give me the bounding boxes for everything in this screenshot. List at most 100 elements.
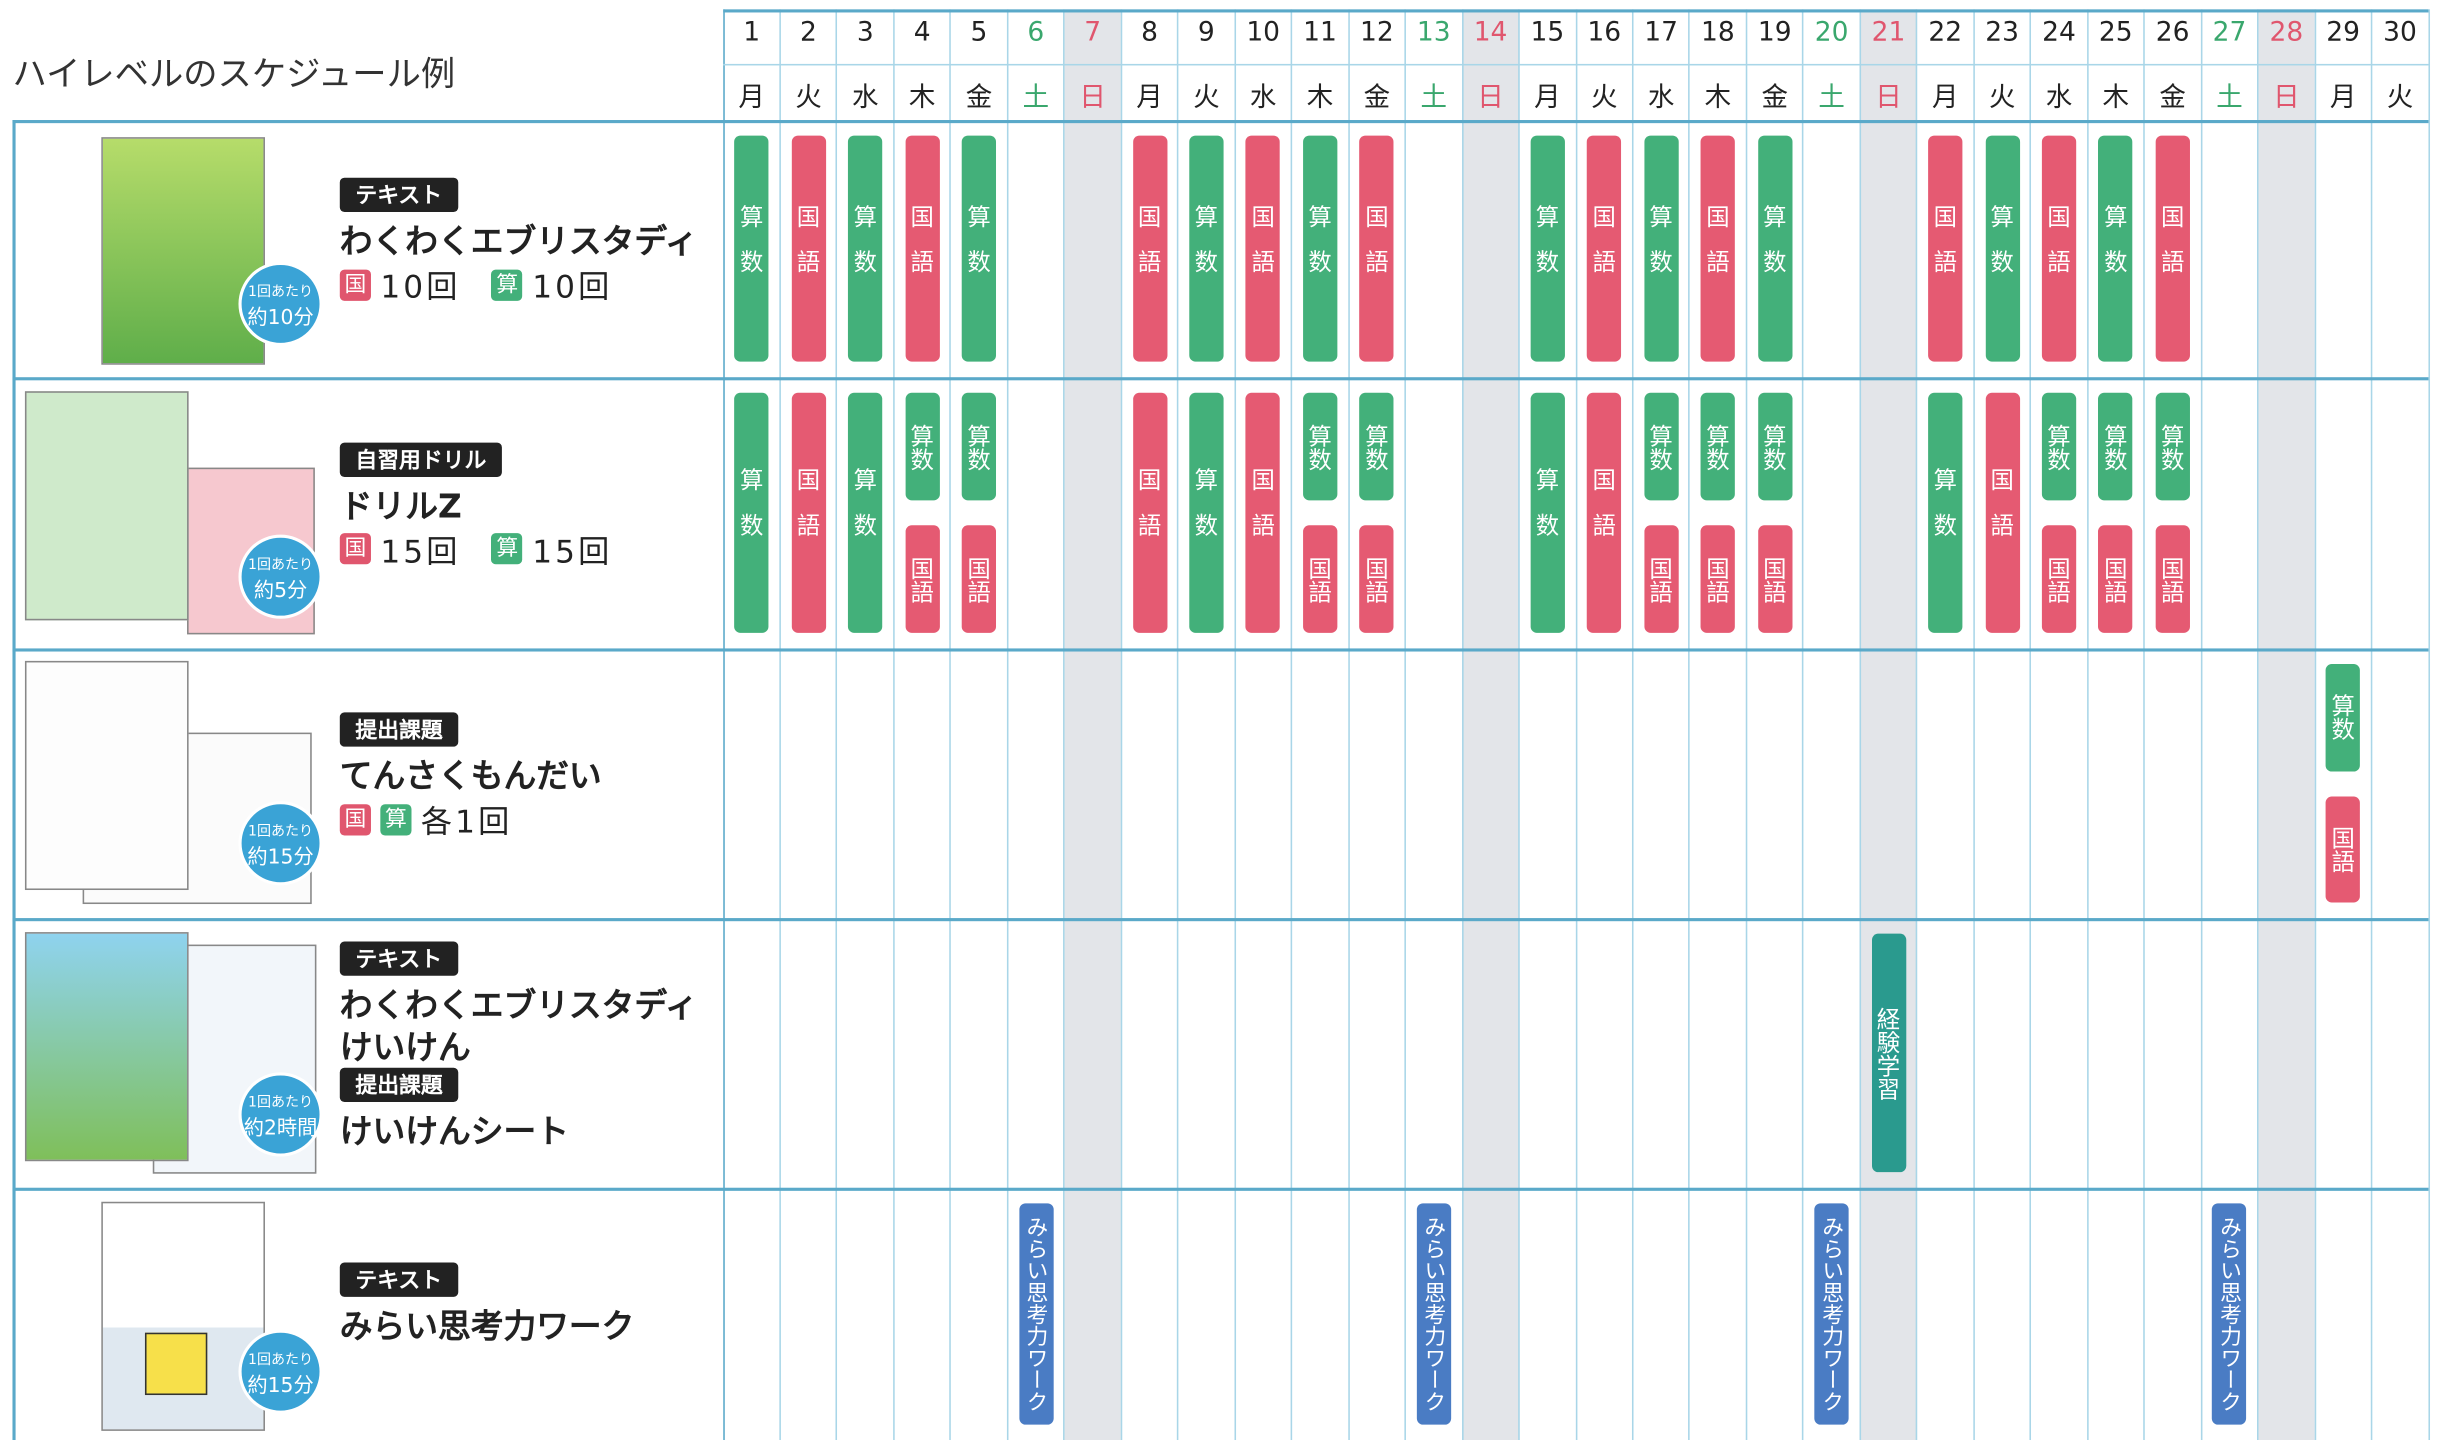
- schedule-block: 算数: [1302, 135, 1338, 362]
- tag: 自習用ドリル: [339, 441, 502, 477]
- book-cover: [24, 660, 189, 891]
- schedule-block: 国語: [1246, 135, 1281, 362]
- cube-illustration: [144, 1332, 208, 1396]
- schedule-block: 算数: [1530, 135, 1565, 362]
- item-name: けいけんシート: [339, 1112, 569, 1151]
- grid-line: [2200, 9, 2202, 1440]
- date-label: 27: [2212, 17, 2247, 49]
- grid-line: [2370, 9, 2373, 1440]
- date-label: 5: [970, 17, 988, 49]
- row-line: [12, 918, 2429, 922]
- schedule-block: 国語: [1985, 392, 2020, 633]
- book-cover: [101, 137, 265, 365]
- row-line: [12, 377, 2429, 381]
- date-label: 17: [1644, 17, 1678, 49]
- date-label: 10: [1246, 17, 1281, 49]
- date-label: 1: [743, 17, 761, 49]
- schedule-block: 経験学習: [1871, 933, 1906, 1173]
- row-line: [12, 120, 2429, 124]
- item-name: わくわくエブリスタディ: [339, 986, 698, 1025]
- weekday-label: 火: [1590, 82, 1618, 114]
- weekday-label: 火: [2386, 82, 2414, 114]
- per-time-label: 1回あたり: [248, 285, 314, 301]
- count-text: 各1回: [420, 802, 513, 841]
- date-label: 19: [1757, 17, 1792, 49]
- schedule-block: 算数: [1302, 392, 1338, 501]
- date-label: 3: [856, 17, 874, 49]
- grid-line: [1347, 9, 1350, 1440]
- schedule-block: みらい思考力ワーク: [1416, 1203, 1451, 1425]
- grid-line: [1518, 9, 1520, 1440]
- holiday-column: [1462, 9, 1519, 1440]
- item-name: みらい思考力ワーク: [339, 1307, 635, 1346]
- weekday-label: 木: [908, 82, 936, 114]
- schedule-block: みらい思考力ワーク: [1018, 1203, 1053, 1425]
- count-text: 10回: [380, 268, 461, 306]
- schedule-block: 国語: [791, 392, 826, 633]
- holiday-column: [1860, 9, 1917, 1440]
- weekday-label: 日: [1875, 82, 1902, 114]
- count-text: 15回: [380, 532, 461, 570]
- schedule-block: 算数: [2155, 392, 2190, 501]
- grid-line: [2143, 9, 2146, 1440]
- grid-line: [779, 9, 781, 1440]
- schedule-block: 国語: [905, 135, 940, 362]
- date-label: 28: [2269, 17, 2304, 49]
- grid-line: [2086, 9, 2089, 1440]
- schedule-block: 算数: [1985, 135, 2020, 362]
- date-label: 12: [1360, 17, 1394, 49]
- weekday-label: 日: [1477, 82, 1504, 114]
- grid-line: [1688, 9, 1691, 1440]
- weekday-label: 火: [795, 82, 822, 114]
- schedule-block: 国語: [2326, 795, 2361, 903]
- schedule-block: 国語: [1757, 525, 1792, 633]
- schedule-block: 国語: [1700, 525, 1736, 633]
- schedule-block: 算数: [2098, 392, 2133, 501]
- grid-line: [892, 9, 895, 1440]
- per-time-label: 1回あたり: [248, 1095, 314, 1112]
- weekday-label: 月: [1932, 82, 1959, 114]
- weekday-label: 土: [1022, 82, 1050, 114]
- weekday-label: 木: [1704, 82, 1732, 114]
- item-name: わくわくエブリスタディ: [339, 222, 698, 261]
- weekday-label: 水: [852, 82, 879, 114]
- grid-line: [2029, 9, 2032, 1440]
- weekday-label: 土: [1420, 82, 1447, 114]
- per-time-badge: 1回あたり 約5分: [238, 534, 323, 619]
- per-time-value: 約10分: [247, 307, 314, 331]
- per-time-value: 約2時間: [243, 1117, 318, 1141]
- per-time-badge: 1回あたり約2時間: [238, 1072, 323, 1157]
- schedule-block: みらい思考力ワーク: [1814, 1203, 1849, 1425]
- date-label: 15: [1530, 17, 1565, 49]
- subject-badge: 国: [339, 803, 371, 835]
- book-cover: [101, 1201, 265, 1431]
- date-label: 29: [2326, 17, 2361, 49]
- weekday-label: 木: [2102, 82, 2130, 114]
- date-label: 24: [2042, 17, 2076, 49]
- date-label: 21: [1871, 17, 1906, 49]
- item-name: ドリルZ: [339, 487, 462, 525]
- schedule-block: 算数: [1530, 392, 1565, 633]
- grid-line: [1575, 9, 1577, 1440]
- grid-line: [2313, 9, 2316, 1440]
- schedule-block: 国語: [1132, 135, 1167, 362]
- schedule-block: 算数: [1643, 135, 1679, 362]
- weekday-label: 木: [1306, 82, 1334, 114]
- item-name: けいけん: [339, 1028, 471, 1067]
- date-label: 6: [1027, 17, 1045, 49]
- grid-line: [1234, 9, 1236, 1440]
- book-cover: [24, 932, 189, 1162]
- schedule-block: 国語: [1359, 525, 1395, 633]
- weekday-label: 月: [1534, 82, 1561, 114]
- subject-badge: 算: [491, 533, 523, 565]
- holiday-column: [1064, 9, 1122, 1440]
- schedule-block: 国語: [2041, 525, 2077, 633]
- tag: 提出課題: [339, 1067, 459, 1103]
- schedule-block: 算数: [1757, 135, 1792, 362]
- date-label: 23: [1985, 17, 2020, 49]
- book-cover: [24, 391, 189, 621]
- per-time-badge: 1回あたり 約15分: [238, 801, 323, 886]
- weekday-label: 日: [1079, 82, 1106, 114]
- schedule-block: 国語: [1246, 392, 1281, 633]
